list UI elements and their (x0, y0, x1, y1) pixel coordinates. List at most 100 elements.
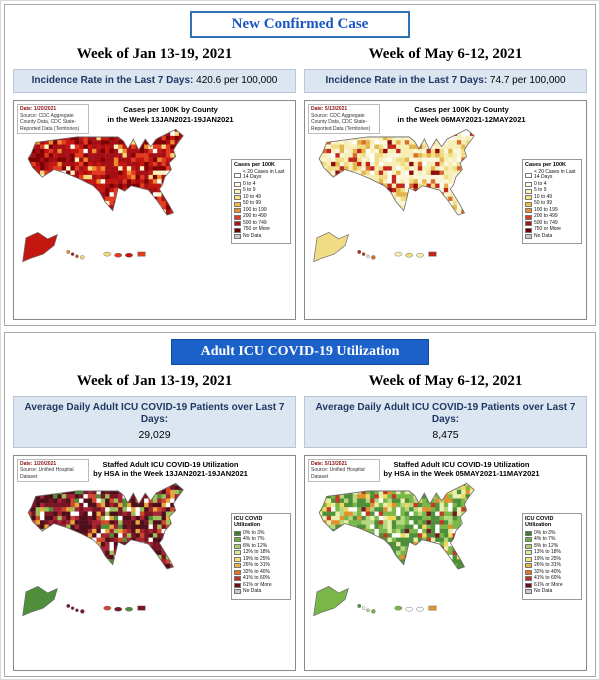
choropleth-icu-jan: Date: 1/20/2021 Source: Unified Hospital… (13, 454, 296, 671)
legend-swatch (525, 172, 532, 178)
legend-swatch (525, 195, 532, 201)
legend-swatch (234, 195, 241, 201)
legend-label: No Data (243, 588, 262, 595)
map-source: Source: Unified Hospital Dataset (20, 467, 74, 480)
hawaii-inset (70, 606, 75, 610)
legend-item: No Data (525, 589, 579, 595)
hawaii-inset (66, 604, 71, 608)
icu-stat-box-jan: Average Daily Adult ICU COVID-19 Patient… (13, 396, 296, 448)
legend-label: No Data (243, 232, 262, 239)
legend-swatch (525, 227, 532, 233)
incidence-stat-label-may: Incidence Rate in the Last 7 Days: (325, 75, 488, 86)
panel-icu-may: Week of May 6-12, 2021 Average Daily Adu… (304, 369, 587, 671)
legend-item: 10 to 49 (525, 193, 579, 201)
map-date: Date: 1/20/2021 (20, 106, 57, 112)
legend-item: 4% to 7% (525, 537, 579, 543)
incidence-stat-box-jan: Incidence Rate in the Last 7 Days: 420.6… (13, 69, 296, 93)
territory-inset (114, 252, 123, 257)
legend-item: 19% to 25% (525, 555, 579, 563)
legend-label: 50 to 99 (534, 200, 553, 207)
legend-item: 26% to 31% (234, 563, 288, 569)
week-title-cases-may: Week of May 6-12, 2021 (368, 46, 523, 62)
map-title: Staffed Adult ICU COVID-19 Utilization b… (305, 456, 586, 480)
hawaii-inset (371, 254, 376, 260)
map-title-line2: in the Week 06MAY2021-12MAY2021 (397, 114, 526, 124)
legend-title: ICU COVID Utilization (525, 516, 554, 529)
legend-item: 200 to 499 (234, 214, 288, 220)
legend-swatch (234, 556, 241, 562)
legend-item: < 20 Cases in Last 14 Days (234, 169, 288, 181)
legend-label: 10 to 49 (243, 193, 262, 200)
us-choropleth-map (305, 125, 522, 315)
legend-label: 100 to 199 (243, 206, 267, 213)
alaska-inset (22, 586, 58, 617)
legend-label: 10 to 49 (534, 193, 553, 200)
legend-swatch (234, 537, 241, 543)
hawaii-inset (357, 604, 362, 608)
choropleth-cases-may: Date: 5/13/2021 Source: CDC Aggregate Co… (304, 100, 587, 320)
us-map-svg (22, 482, 184, 617)
icu-stat-box-may: Average Daily Adult ICU COVID-19 Patient… (304, 396, 587, 448)
legend-item: 32% to 40% (525, 568, 579, 576)
legend-item: < 20 Cases in Last 14 Days (525, 168, 579, 181)
alaska-inset (313, 231, 349, 262)
territory-inset (137, 251, 146, 257)
map-title-line2: in the Week 13JAN2021-19JAN2021 (107, 114, 234, 124)
map-title: Cases per 100K by County in the Week 13J… (14, 101, 295, 125)
legend-item: No Data (234, 232, 288, 240)
us-choropleth-map (14, 125, 231, 315)
legend-item: 100 to 199 (234, 206, 288, 214)
legend-item: 750 or More (525, 227, 579, 233)
legend-swatch (234, 208, 241, 214)
legend-label: 4% to 7% (243, 536, 265, 543)
legend-label: 19% to 25% (534, 555, 561, 562)
territory-inset (416, 607, 424, 612)
legend-item: 750 or More (234, 227, 288, 233)
legend-item: 10 to 49 (234, 193, 288, 201)
legend-swatch (525, 550, 532, 556)
legend-swatch (525, 221, 532, 227)
legend-item: 0% to 3% (525, 529, 579, 537)
map-legend: ICU COVID Utilization 0% to 3% 4% to 7% 8% … (231, 513, 291, 600)
legend-swatch (525, 563, 532, 569)
legend-swatch (234, 188, 241, 194)
territory-inset (137, 605, 146, 611)
hawaii-inset (366, 608, 370, 613)
legend-label: 0% to 3% (534, 529, 556, 536)
territory-inset (394, 605, 403, 611)
legend-item: 200 to 499 (525, 214, 579, 220)
us-choropleth-map (14, 479, 231, 665)
territory-inset (114, 607, 123, 612)
legend-title: ICU COVID Utilization (234, 516, 263, 529)
panel-cases-jan: Week of Jan 13-19, 2021 Incidence Rate i… (13, 42, 296, 320)
legend-label: < 20 Cases in Last 14 Days (534, 168, 576, 181)
hawaii-inset (80, 609, 85, 614)
legend-label: 100 to 199 (534, 206, 558, 213)
legend-label: 200 to 499 (243, 213, 267, 220)
legend-item: 32% to 40% (234, 569, 288, 576)
legend-swatch (234, 550, 241, 556)
legend-swatch (234, 201, 241, 207)
map-source-note: Date: 5/13/2021 Source: CDC Aggregate Co… (308, 104, 380, 134)
legend-label: 61% or More (243, 581, 272, 588)
legend-swatch (234, 214, 241, 220)
section-banner-icu: Adult ICU COVID-19 Utilization (171, 339, 429, 365)
legend-label: 750 or More (243, 226, 270, 233)
legend-item: 8% to 12% (525, 543, 579, 550)
legend-swatch (234, 589, 241, 595)
legend-label: 32% to 40% (534, 568, 561, 575)
legend-label: 61% or More (534, 581, 563, 588)
map-title-line1: Cases per 100K by County (414, 105, 509, 114)
legend-label: 500 to 749 (243, 219, 267, 226)
territory-inset (394, 251, 403, 256)
legend-swatch (525, 208, 532, 214)
hawaii-inset (75, 254, 79, 258)
map-title-line2: by HSA in the Week 05MAY2021-11MAY2021 (383, 469, 540, 479)
map-date: Date: 5/13/2021 (311, 460, 348, 467)
icu-stat-value-jan: 29,029 (138, 429, 171, 441)
incidence-stat-value-jan: 420.6 per 100,000 (193, 75, 278, 86)
legend-swatch (234, 172, 241, 178)
legend-label: 8% to 12% (243, 542, 268, 549)
map-legend: ICU COVID Utilization 0% to 3% 4% to 7% 8% … (522, 513, 582, 600)
